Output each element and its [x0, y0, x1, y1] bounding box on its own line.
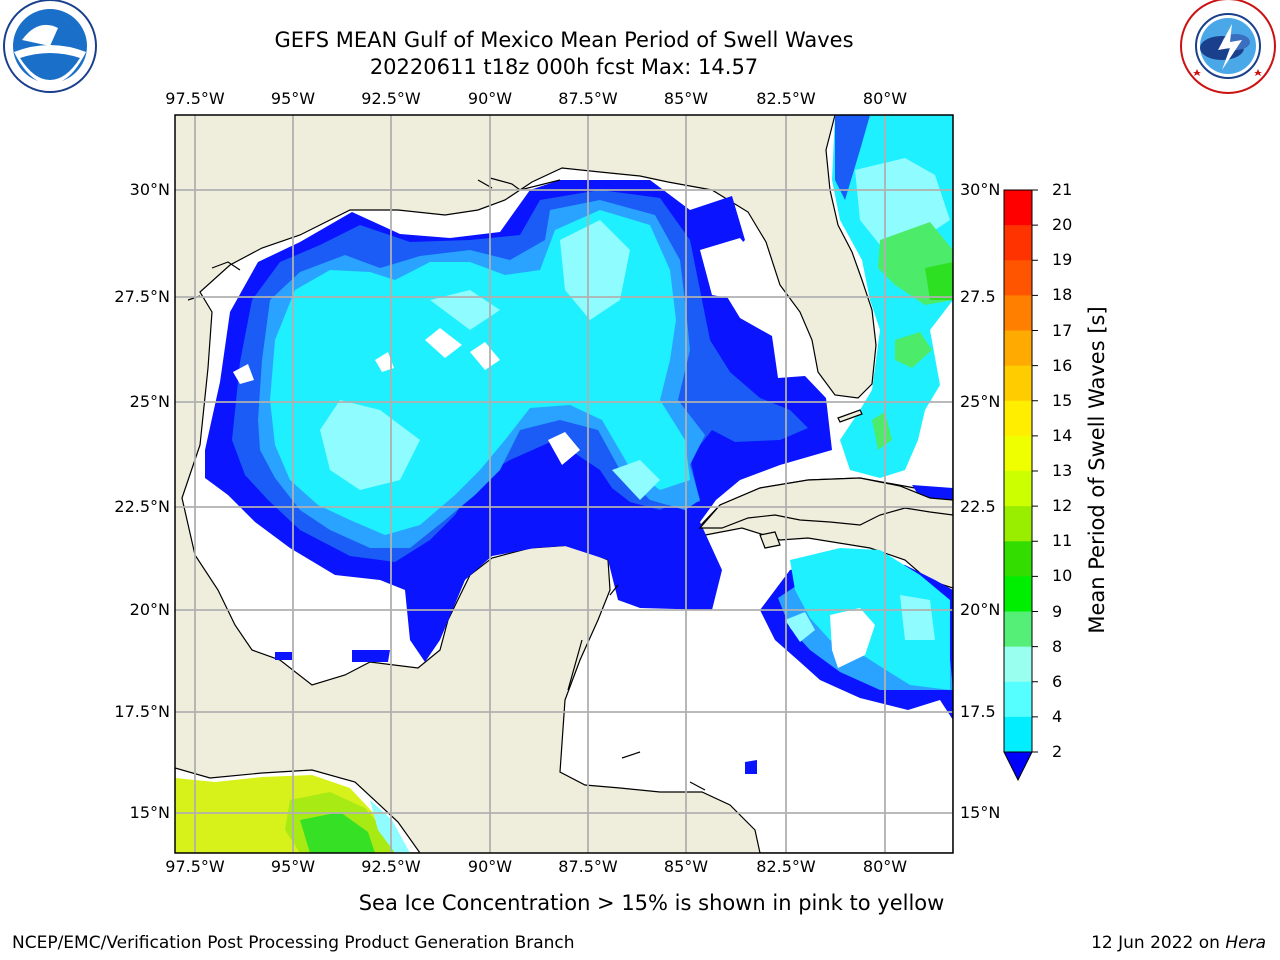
- lat-label-right: 15°N: [960, 803, 1001, 822]
- map-subtitle: 20220611 t18z 000h fcst Max: 14.57: [369, 55, 759, 79]
- lat-label-left: 22.5°N: [114, 497, 170, 516]
- colorbar-segment: [1004, 435, 1032, 472]
- lat-label-left: 27.5°N: [114, 287, 170, 306]
- lon-label-bottom: 87.5°W: [558, 857, 618, 876]
- colorbar-tick-label: 9: [1052, 601, 1063, 621]
- noaa-logo-icon: [3, 0, 97, 93]
- colorbar-segment: [1004, 400, 1032, 437]
- colorbar: [1003, 189, 1038, 782]
- colorbar-segment: [1004, 190, 1032, 226]
- colorbar-tick-label: 6: [1052, 671, 1063, 691]
- coast-details: [187, 177, 706, 791]
- colorbar-tick-label: 18: [1052, 285, 1073, 305]
- footer-credit: NCEP/EMC/Verification Post Processing Pr…: [12, 933, 575, 953]
- lon-label-bottom: 90°W: [467, 857, 513, 876]
- colorbar-segment: [1004, 365, 1032, 402]
- lat-label-right: 17.5: [960, 702, 996, 721]
- lat-label-right: 20°N: [960, 600, 1001, 619]
- nws-logo-icon: [1180, 0, 1276, 94]
- lon-label-top: 82.5°W: [756, 89, 816, 108]
- sea-ice-note: Sea Ice Concentration > 15% is shown in …: [358, 891, 945, 915]
- florida-keys: [837, 409, 863, 423]
- colorbar-segment: [1004, 295, 1032, 331]
- lon-label-top: 95°W: [270, 89, 316, 108]
- lat-label-right: 30°N: [960, 180, 1001, 199]
- lon-label-top: 80°W: [862, 89, 908, 108]
- lat-label-right: 25°N: [960, 392, 1001, 411]
- lon-label-bottom: 85°W: [663, 857, 709, 876]
- colorbar-segment: [1004, 681, 1032, 718]
- lon-label-bottom: 80°W: [862, 857, 908, 876]
- colorbar-tick-label: 10: [1052, 566, 1073, 586]
- colorbar-tick-label: 16: [1052, 355, 1073, 375]
- colorbar-tick-label: 2: [1052, 742, 1063, 761]
- lat-label-left: 17.5°N: [114, 702, 170, 721]
- map-frame: [174, 114, 954, 854]
- lon-label-bottom: 82.5°W: [756, 857, 816, 876]
- swell-contours: [175, 115, 953, 853]
- colorbar-tick-label: 15: [1052, 390, 1073, 410]
- map-title: GEFS MEAN Gulf of Mexico Mean Period of …: [274, 28, 854, 52]
- land-overlays: [698, 409, 953, 549]
- footer-date: 12 Jun 2022 on Hera: [1091, 933, 1266, 953]
- lat-label-right: 22.5: [960, 497, 996, 516]
- lat-label-right: 27.5: [960, 287, 996, 306]
- colorbar-segment: [1004, 471, 1032, 507]
- colorbar-segment: [1004, 330, 1032, 367]
- gulf-map: [175, 115, 953, 853]
- footer-date-text: 12 Jun 2022 on: [1091, 933, 1226, 953]
- colorbar-title: Mean Period of Swell Waves [s]: [1085, 306, 1109, 634]
- colorbar-extend-triangle: [1003, 751, 1033, 782]
- cuba: [698, 477, 953, 529]
- colorbar-tick-label: 21: [1052, 180, 1073, 199]
- colorbar-tick-label: 4: [1052, 706, 1063, 726]
- lon-label-bottom: 97.5°W: [165, 857, 225, 876]
- colorbar-segment: [1004, 260, 1032, 296]
- colorbar-tick-label: 8: [1052, 636, 1063, 656]
- colorbar-tick-label: 17: [1052, 320, 1073, 340]
- lon-label-bottom: 92.5°W: [361, 857, 421, 876]
- lon-label-top: 90°W: [467, 89, 513, 108]
- colorbar-segment: [1004, 225, 1032, 261]
- graticule: [175, 115, 953, 853]
- isle-of-youth: [759, 531, 781, 549]
- colorbar-segment: [1004, 506, 1032, 542]
- colorbar-segment: [1004, 611, 1032, 648]
- colorbar-tick-label: 20: [1052, 215, 1073, 235]
- colorbar-segment: [1004, 716, 1032, 753]
- lon-label-top: 92.5°W: [361, 89, 421, 108]
- lat-label-left: 20°N: [129, 600, 170, 619]
- lon-label-top: 87.5°W: [558, 89, 618, 108]
- colorbar-tick-label: 11: [1052, 531, 1073, 551]
- lat-label-left: 25°N: [129, 392, 170, 411]
- colorbar-tick-label: 19: [1052, 250, 1073, 270]
- colorbar-tick-label: 12: [1052, 496, 1073, 516]
- lon-label-bottom: 95°W: [270, 857, 316, 876]
- lon-label-top: 85°W: [663, 89, 709, 108]
- lat-label-left: 30°N: [129, 180, 170, 199]
- lon-label-top: 97.5°W: [165, 89, 225, 108]
- footer-machine: Hera: [1225, 933, 1266, 953]
- lat-label-left: 15°N: [129, 803, 170, 822]
- colorbar-tick-label: 14: [1052, 425, 1073, 445]
- colorbar-tick-label: 13: [1052, 461, 1073, 480]
- colorbar-segment: [1004, 541, 1032, 577]
- colorbar-segment: [1004, 646, 1032, 683]
- colorbar-segment: [1004, 576, 1032, 612]
